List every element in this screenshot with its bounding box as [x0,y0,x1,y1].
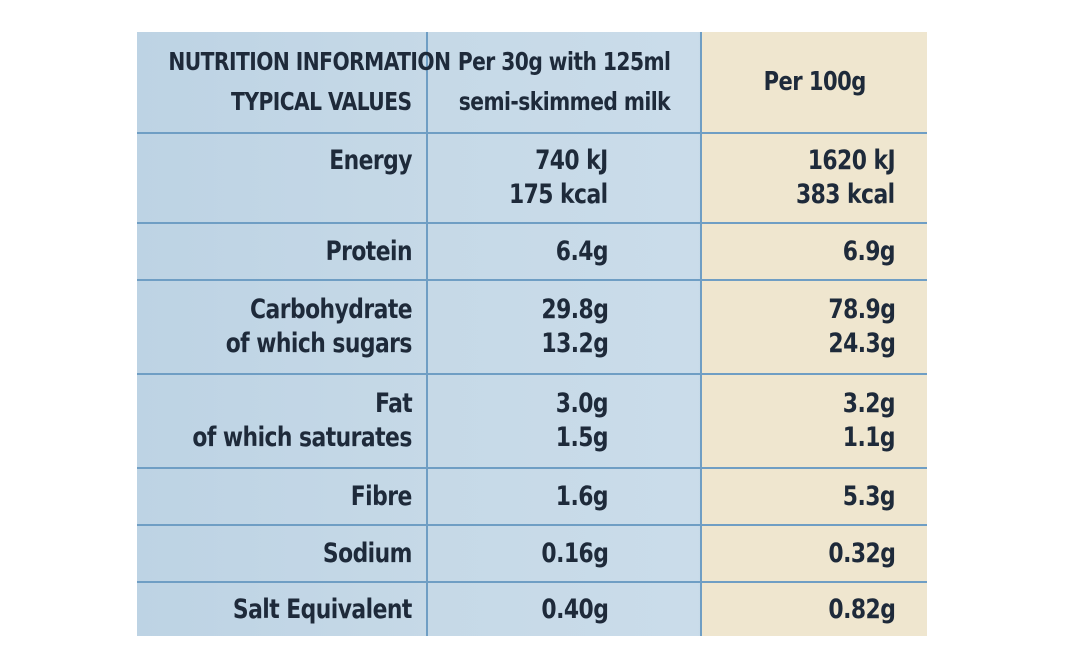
per-100g-value-cell: 3.2g 1.1g [700,373,927,469]
per-100g-value: 6.9g [842,235,896,267]
nutrition-label-panel: NUTRITION INFORMATION TYPICAL VALUES Per… [137,32,927,636]
header-per-serving-line1: Per 30g with 125ml [457,47,671,76]
per-100g-value: 1620 kJ [807,145,896,176]
nutrient-label-cell: Sodium [137,524,428,583]
per-100g-value: 1.1g [842,422,896,453]
header-title-line2: TYPICAL VALUES [231,87,413,116]
nutrient-label-cell: Salt Equivalent [137,581,428,636]
nutrient-label-cell: Fibre [137,467,428,526]
per-serving-value: 0.16g [541,537,608,569]
per-100g-value: 0.32g [828,537,895,569]
per-serving-value: 1.6g [555,480,609,512]
table-row-fibre: Fibre 1.6g 5.3g [137,467,927,526]
nutrition-table: NUTRITION INFORMATION TYPICAL VALUES Per… [137,32,927,636]
table-row-fat: Fat of which saturates 3.0g 1.5g 3.2g 1.… [137,373,927,469]
nutrient-sublabel: of which saturates [192,422,413,453]
nutrient-label: Carbohydrate [249,294,413,325]
nutrient-sublabel: of which sugars [225,328,413,359]
per-100g-value: 0.82g [828,593,895,625]
nutrient-label: Energy [329,145,412,176]
per-100g-value-cell: 5.3g [700,467,927,526]
per-serving-value: 1.5g [555,422,609,453]
per-serving-value-cell: 6.4g [426,222,702,281]
per-100g-value-cell: 78.9g 24.3g [700,279,927,375]
per-serving-value: 3.0g [555,388,609,419]
table-row-salt-equivalent: Salt Equivalent 0.40g 0.82g [137,581,927,636]
per-100g-value: 24.3g [828,328,895,359]
per-100g-value-cell: 0.82g [700,581,927,636]
header-title-line1: NUTRITION INFORMATION [168,47,451,76]
per-serving-value: 175 kcal [509,179,608,210]
nutrient-label: Fat [374,388,413,419]
per-100g-value-cell: 0.32g [700,524,927,583]
table-row-sodium: Sodium 0.16g 0.32g [137,524,927,583]
per-100g-value-cell: 1620 kJ 383 kcal [700,132,927,224]
per-serving-value-cell: 0.40g [426,581,702,636]
nutrient-label: Sodium [322,537,413,569]
header-title-cell: NUTRITION INFORMATION TYPICAL VALUES [137,32,451,134]
nutrient-label: Fibre [350,480,413,512]
header-per-100g-label: Per 100g [763,67,866,97]
per-serving-value: 0.40g [541,593,608,625]
per-serving-value: 13.2g [541,328,608,359]
header-per-serving-line2: semi-skimmed milk [458,87,670,116]
table-header-row: NUTRITION INFORMATION TYPICAL VALUES Per… [137,32,927,134]
per-serving-value-cell: 1.6g [426,467,702,526]
table-row-protein: Protein 6.4g 6.9g [137,222,927,281]
nutrient-label: Salt Equivalent [233,593,412,625]
header-per-100g-cell: Per 100g [700,32,927,134]
per-serving-value-cell: 3.0g 1.5g [426,373,702,469]
nutrient-label-cell: Carbohydrate of which sugars [137,279,428,375]
per-100g-value: 78.9g [828,294,895,325]
per-100g-value: 5.3g [842,480,896,512]
nutrient-label-cell: Protein [137,222,428,281]
per-serving-value-cell: 29.8g 13.2g [426,279,702,375]
per-serving-value: 740 kJ [535,145,608,176]
per-100g-value: 383 kcal [796,179,895,210]
table-row-carbohydrate: Carbohydrate of which sugars 29.8g 13.2g… [137,279,927,375]
per-serving-value-cell: 0.16g [426,524,702,583]
nutrient-label-cell: Fat of which saturates [137,373,428,469]
header-per-serving-cell: Per 30g with 125ml semi-skimmed milk [426,32,702,134]
per-100g-value: 3.2g [842,388,896,419]
nutrient-label-cell: Energy [137,132,428,224]
nutrient-label: Protein [325,235,413,267]
per-serving-value: 29.8g [541,294,608,325]
per-serving-value: 6.4g [555,235,609,267]
table-row-energy: Energy 740 kJ 175 kcal 1620 kJ 383 kcal [137,132,927,224]
per-100g-value-cell: 6.9g [700,222,927,281]
per-serving-value-cell: 740 kJ 175 kcal [426,132,702,224]
